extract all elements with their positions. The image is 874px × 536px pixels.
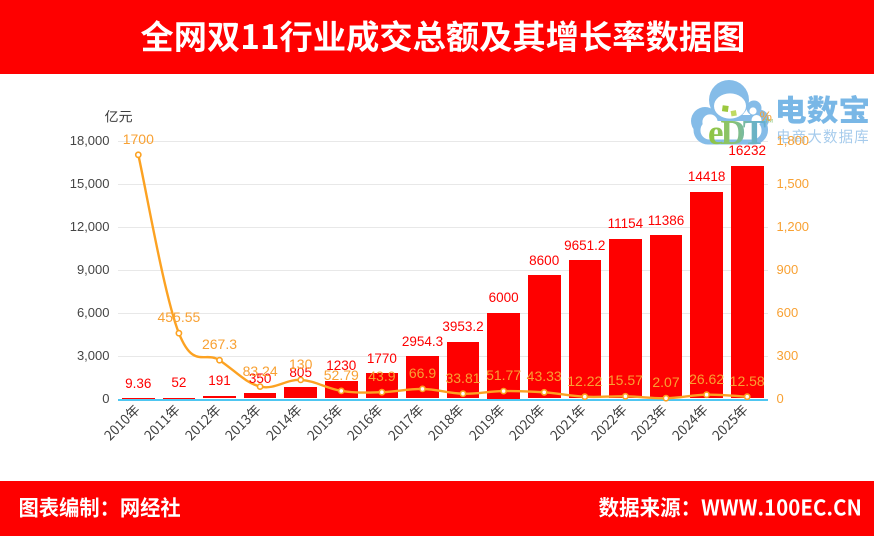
svg-text:™: ™ [765, 117, 774, 127]
svg-text:eDT: eDT [708, 113, 766, 152]
